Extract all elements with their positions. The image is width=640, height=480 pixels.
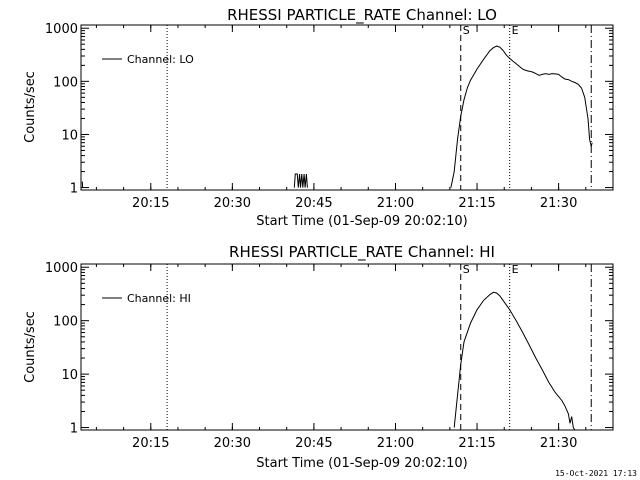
x-tick-label-hi-3: 21:00	[377, 436, 414, 451]
y-tick-label-lo-2: 100	[53, 75, 78, 90]
x-tick-label-lo-4: 21:15	[458, 196, 495, 211]
y-tick-label-hi-1: 10	[61, 368, 78, 383]
series-line-hi-0	[453, 291, 576, 431]
x-tick-label-hi-2: 20:45	[295, 436, 332, 451]
x-tick-label-hi-0: 20:15	[132, 436, 169, 451]
marker-label-hi-2: E	[512, 263, 519, 276]
series-line-lo-1	[293, 173, 308, 188]
x-tick-label-lo-2: 20:45	[295, 196, 332, 211]
footer-timestamp: 15-Oct-2021 17:13	[555, 469, 637, 478]
plot-hi: RHESSI PARTICLE_RATE Channel: HI Start T…	[23, 243, 614, 471]
x-tick-label-lo-0: 20:15	[132, 196, 169, 211]
marker-label-hi-1: S	[463, 263, 470, 276]
y-axis-label-hi: Counts/sec	[23, 311, 38, 383]
x-tick-label-hi-1: 20:30	[214, 436, 251, 451]
legend-label-lo: Channel: LO	[127, 53, 194, 66]
plot-lo: RHESSI PARTICLE_RATE Channel: LO Start T…	[23, 6, 614, 229]
y-axis-label-lo: Counts/sec	[23, 71, 38, 143]
marker-label-lo-1: S	[463, 24, 470, 37]
x-tick-label-lo-1: 20:30	[214, 196, 251, 211]
x-tick-label-lo-3: 21:00	[377, 196, 414, 211]
plot-frame-hi	[80, 263, 614, 431]
y-tick-label-hi-0: 1	[70, 422, 78, 437]
x-tick-label-hi-5: 21:30	[540, 436, 577, 451]
x-tick-label-lo-5: 21:30	[540, 196, 577, 211]
y-tick-label-hi-2: 100	[53, 315, 78, 330]
y-tick-label-lo-1: 10	[61, 128, 78, 143]
y-tick-label-lo-0: 1	[70, 182, 78, 197]
chart-title-lo: RHESSI PARTICLE_RATE Channel: LO	[227, 6, 497, 25]
y-tick-label-hi-3: 1000	[45, 261, 78, 276]
legend-label-hi: Channel: HI	[127, 292, 191, 305]
marker-label-lo-2: E	[512, 24, 519, 37]
y-tick-label-lo-3: 1000	[45, 22, 78, 37]
x-axis-label-lo: Start Time (01-Sep-09 20:02:10)	[256, 214, 467, 229]
x-tick-label-hi-4: 21:15	[458, 436, 495, 451]
x-axis-label-hi: Start Time (01-Sep-09 20:02:10)	[256, 456, 467, 471]
chart-title-hi: RHESSI PARTICLE_RATE Channel: HI	[229, 243, 495, 262]
plot-frame-lo	[80, 24, 614, 191]
series-line-lo-2	[450, 45, 593, 188]
